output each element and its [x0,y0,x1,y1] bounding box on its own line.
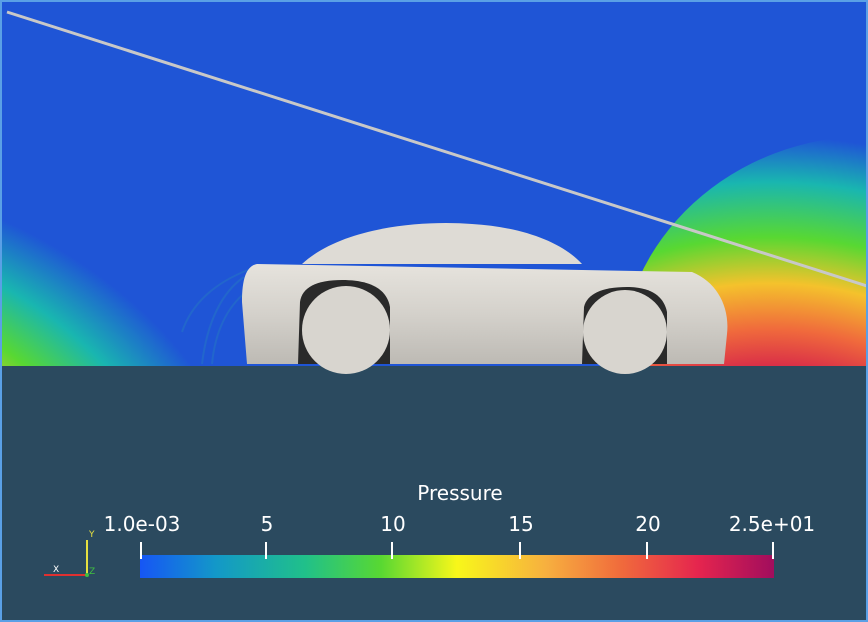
z-axis-label: Z [89,567,96,577]
colorbar-tick-label: 15 [508,512,534,536]
trailing-streamlines [181,269,249,365]
colorbar-title: Pressure [417,481,503,505]
colorbar-tick-label: 20 [635,512,661,536]
z-axis-marker [85,573,89,577]
colorbar-tick-label: 1.0e-03 [103,512,181,536]
y-axis-label: Y [89,530,95,540]
rear-wheel [583,290,667,374]
front-wheel [302,286,390,374]
colorbar-tick-label: 2.5e+01 [728,512,816,536]
slice-line [6,10,866,288]
axes-widget [44,540,89,577]
car-body [242,223,728,374]
colorbar [140,555,774,578]
x-axis-label: X [53,565,60,575]
colorbar-tick-label: 10 [380,512,406,536]
colorbar-tick-label: 5 [260,512,274,536]
colorbar-tick-marks [140,542,774,559]
